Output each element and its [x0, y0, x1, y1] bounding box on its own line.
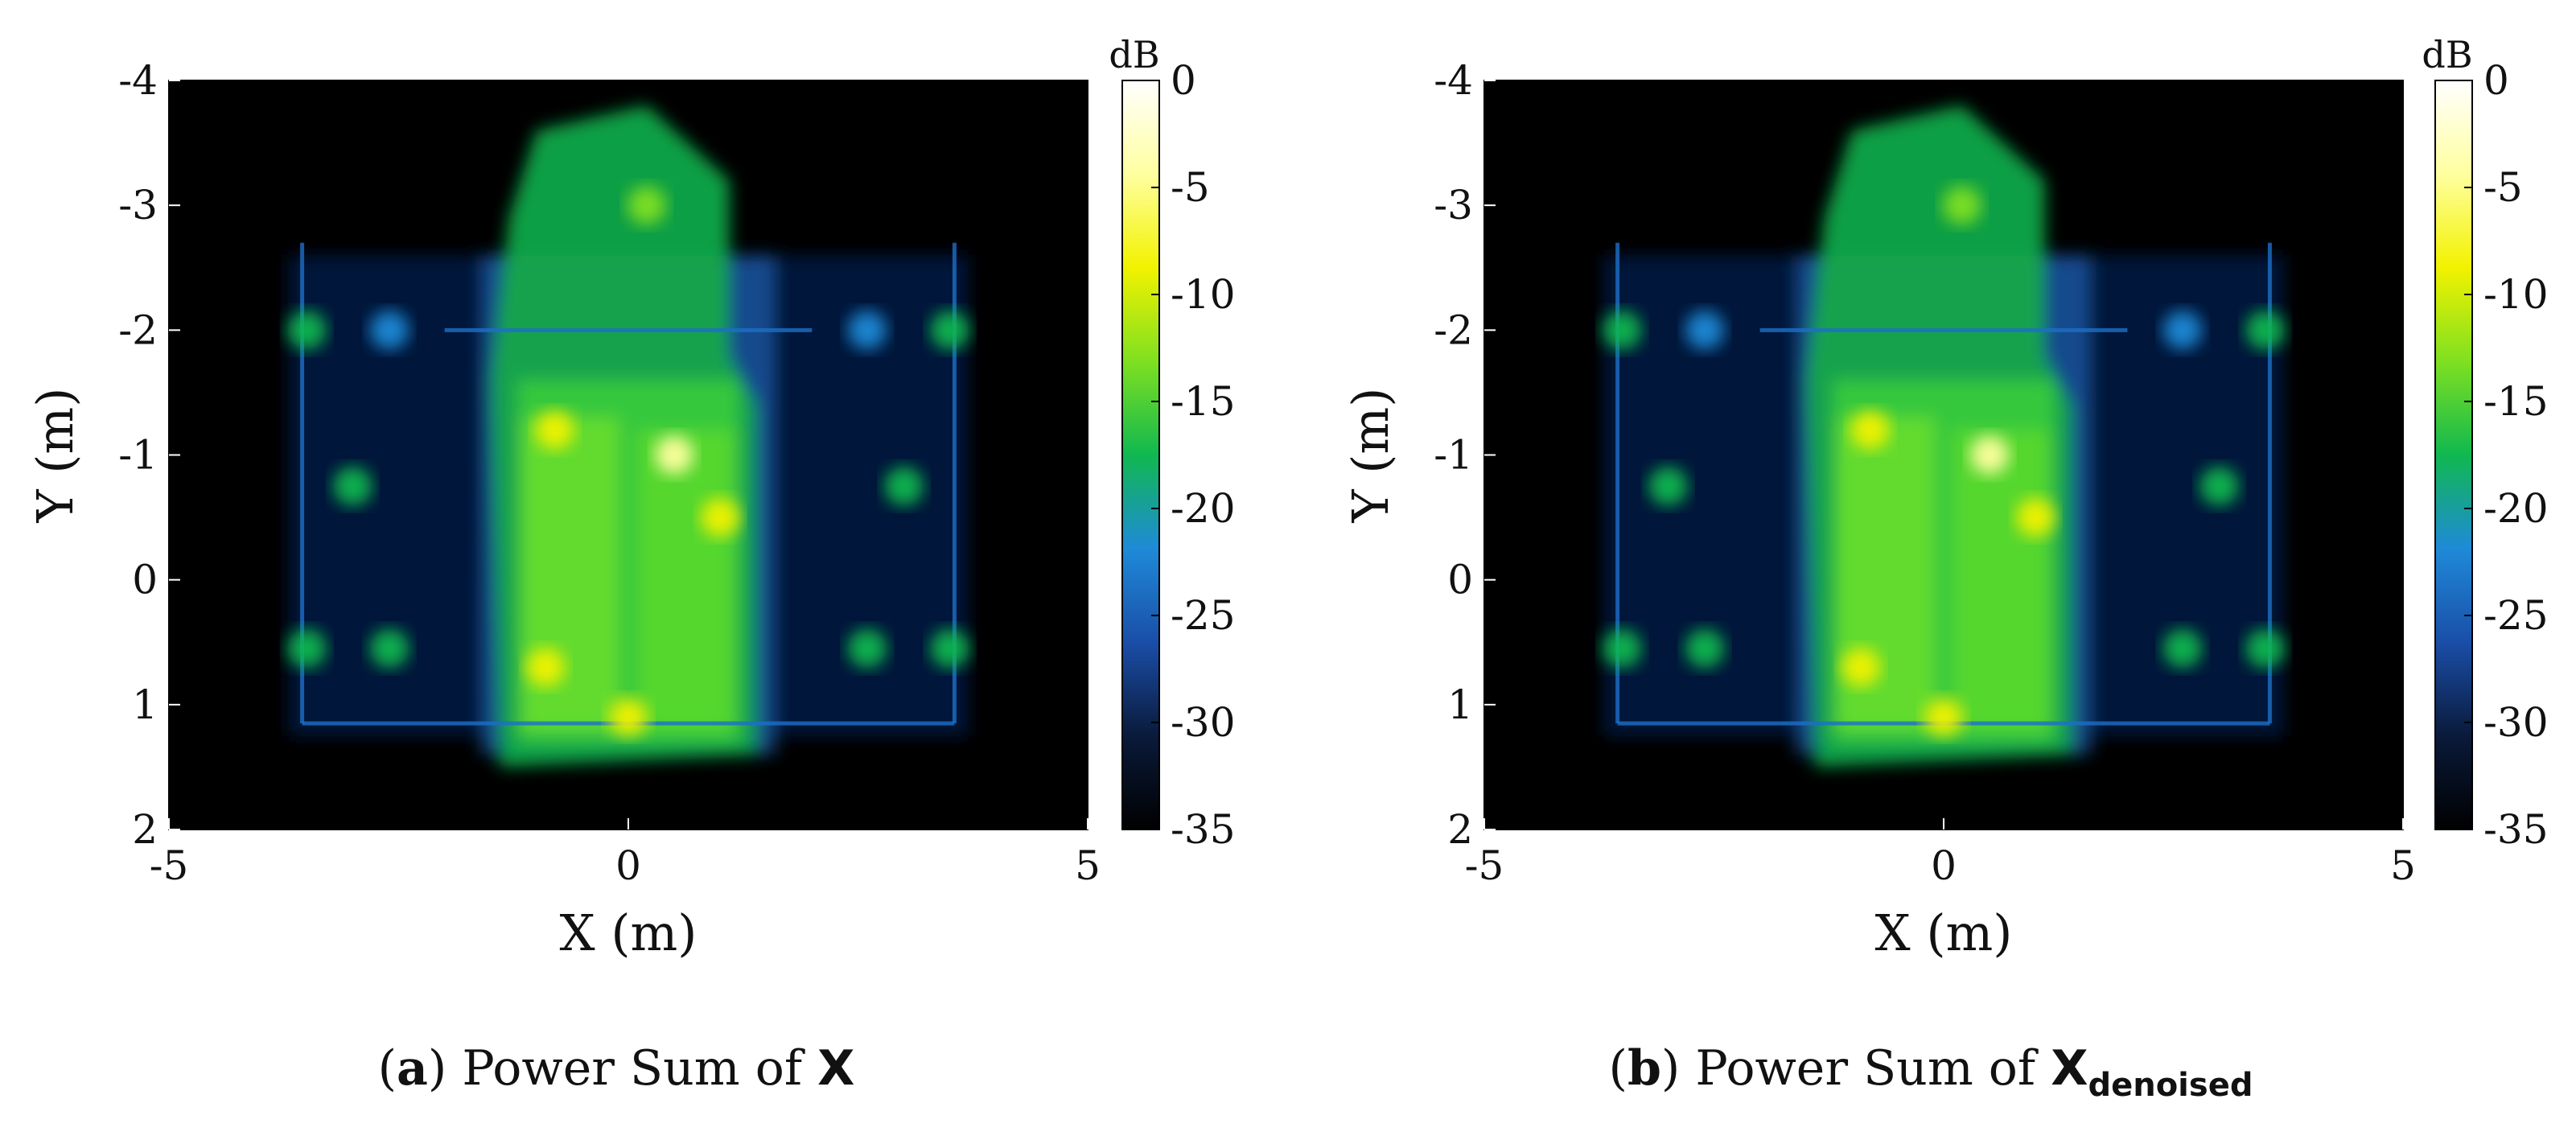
hotspot-point	[1648, 467, 1688, 506]
colorbar-tick-label: -30	[1171, 699, 1236, 746]
x-tick-label: 0	[1931, 842, 1957, 889]
y-tick-label: -3	[1434, 182, 1473, 228]
caption-label: a	[397, 1040, 428, 1097]
hotspot-point	[287, 311, 327, 350]
colorbar-tick-label: -15	[2483, 378, 2549, 425]
hotspot-point	[370, 311, 409, 350]
y-tick-label: -2	[1434, 307, 1473, 353]
colorbar-tick-label: -5	[2483, 164, 2523, 211]
colorbar-tick-label: -35	[2483, 806, 2549, 853]
y-tick-label: 2	[1447, 806, 1473, 853]
colorbar-tick-label: -35	[1171, 806, 1236, 853]
hotspot-point	[1850, 410, 1890, 450]
x-tick-label: 5	[2390, 842, 2416, 889]
hotspot-point	[847, 629, 887, 669]
hotspot-point	[2162, 629, 2202, 669]
heat-layer	[1603, 105, 2285, 768]
y-tick-label: 0	[132, 557, 158, 603]
caption-subscript: denoised	[2088, 1067, 2253, 1104]
hotspot-point	[2016, 498, 2055, 537]
caption-symbol: X	[817, 1040, 854, 1097]
hotspot-point	[1685, 311, 1725, 350]
y-tick-label: -4	[118, 57, 158, 104]
caption-text: Power Sum of	[462, 1040, 817, 1097]
y-tick-label: -4	[1434, 57, 1473, 104]
colorbar-tick-label: -25	[2483, 592, 2549, 639]
y-tick-label: -2	[118, 307, 158, 353]
x-tick-label: 5	[1075, 842, 1101, 889]
hotspot-point	[287, 629, 327, 669]
central-return-region	[1953, 430, 2050, 730]
colorbar-tick-label: 0	[1171, 57, 1196, 104]
central-return-region	[637, 430, 735, 730]
y-tick-label: -3	[118, 182, 158, 228]
hotspot-point	[930, 311, 969, 350]
colorbar-tick-label: -10	[1171, 271, 1236, 318]
hotspot-point	[655, 435, 694, 475]
x-tick-label: -5	[1465, 842, 1504, 889]
x-axis-title: X (m)	[1874, 904, 2012, 962]
y-axis-title: Y (m)	[1341, 388, 1400, 524]
y-tick-label: 0	[1447, 557, 1473, 603]
x-axis-title: X (m)	[559, 904, 697, 962]
colorbar-unit: dB	[1109, 33, 1159, 76]
y-tick-label: 1	[1447, 681, 1473, 728]
hotspot-point	[2245, 311, 2285, 350]
heat-layer	[287, 105, 969, 768]
hotspot-point	[1603, 629, 1642, 669]
hotspot-point	[2199, 467, 2239, 506]
colorbar-tick-label: -5	[1171, 164, 1210, 211]
y-axis-title: Y (m)	[26, 388, 84, 524]
hotspot-point	[627, 186, 666, 225]
panel-caption: (b) Power Sum of Xdenoised	[1609, 1040, 2253, 1104]
colorbar-tick-label: -20	[1171, 485, 1236, 532]
hotspot-point	[1603, 311, 1642, 350]
x-tick-label: 0	[615, 842, 641, 889]
hotspot-point	[1942, 186, 1981, 225]
x-tick-label: -5	[150, 842, 189, 889]
caption-label: b	[1627, 1040, 1661, 1097]
hotspot-point	[2162, 311, 2202, 350]
colorbar	[2434, 80, 2473, 830]
hotspot-point	[884, 467, 924, 506]
hotspot-point	[526, 648, 566, 687]
caption-text: Power Sum of	[1695, 1040, 2051, 1097]
colorbar-tick-label: -30	[2483, 699, 2549, 746]
colorbar-unit: dB	[2422, 33, 2472, 76]
hotspot-point	[930, 629, 969, 669]
colorbar	[1121, 80, 1160, 830]
colorbar-tick-label: -15	[1171, 378, 1236, 425]
y-tick-label: 1	[132, 681, 158, 728]
hotspot-point	[701, 498, 740, 537]
hotspot-point	[370, 629, 409, 669]
hotspot-point	[2245, 629, 2285, 669]
colorbar-tick-label: 0	[2483, 57, 2509, 104]
hotspot-point	[1685, 629, 1725, 669]
caption-symbol: X	[2051, 1040, 2088, 1097]
hotspot-point	[535, 410, 574, 450]
hotspot-point	[609, 698, 648, 737]
hotspot-point	[1970, 435, 2010, 475]
hotspot-point	[333, 467, 372, 506]
colorbar-tick-label: -20	[2483, 485, 2549, 532]
hotspot-point	[847, 311, 887, 350]
y-tick-label: -1	[118, 432, 158, 479]
y-tick-label: 2	[132, 806, 158, 853]
hotspot-point	[1924, 698, 1963, 737]
y-tick-label: -1	[1434, 432, 1473, 479]
panel-caption: (a) Power Sum of X	[378, 1040, 855, 1097]
hotspot-point	[1841, 648, 1881, 687]
colorbar-tick-label: -25	[1171, 592, 1236, 639]
colorbar-tick-label: -10	[2483, 271, 2549, 318]
